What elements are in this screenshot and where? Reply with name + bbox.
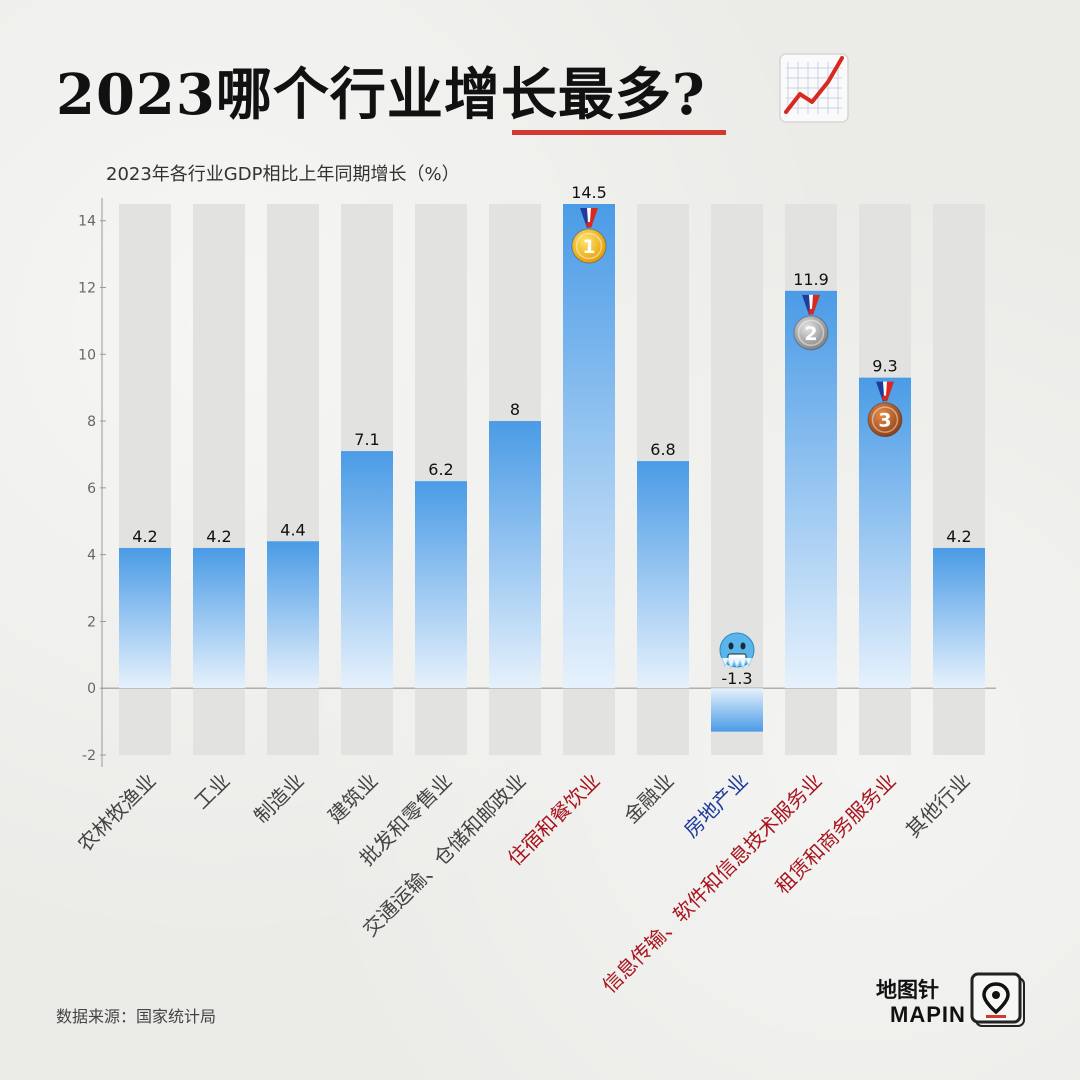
- medal-rank: 1: [582, 236, 595, 258]
- map-pin-icon: [970, 972, 1025, 1027]
- medal-ribbon: [587, 208, 591, 222]
- category-label: 房地产业: [679, 769, 753, 843]
- bars: [119, 204, 985, 732]
- bar: [933, 547, 985, 689]
- y-tick-label: 0: [87, 681, 96, 697]
- medal-disc: [571, 228, 607, 264]
- medal-ribbon: [586, 208, 598, 228]
- value-label: 14.5: [571, 183, 607, 202]
- title-underline: [512, 130, 726, 135]
- emoji-eye: [728, 642, 734, 650]
- trend-chart-icon: [779, 53, 849, 123]
- medal-silver-icon: 2: [793, 294, 829, 351]
- category-label: 工业: [189, 769, 234, 814]
- y-tick-label: -2: [82, 748, 96, 764]
- bar: [341, 451, 393, 689]
- chart-subtitle: 2023年各行业GDP相比上年同期增长（%）: [106, 164, 460, 185]
- medal-bronze-icon: 3: [867, 381, 903, 438]
- value-label: 6.8: [650, 440, 675, 459]
- brand-name-en: MAPIN: [890, 1002, 966, 1027]
- y-tick-label: 6: [87, 481, 96, 497]
- emoji-icicles: [721, 657, 753, 670]
- value-label: 8: [510, 400, 520, 419]
- medal-ring: [871, 406, 899, 433]
- y-tick-label: 14: [78, 214, 96, 230]
- value-labels: 4.2 4.2 4.4 7.1 6.2 8 14.5 6.8 -1.3 11.9 9.3 4.2: [132, 183, 971, 688]
- category-labels: 农林牧渔业 工业 制造业 建筑业批发和零售业交通运输、仓储和邮政业住宿和餐饮业 金融业房…: [73, 769, 975, 998]
- bar: [489, 421, 541, 689]
- emoji-eye: [740, 642, 746, 650]
- value-label: 4.4: [280, 520, 305, 539]
- brand-name-cn: 地图针: [876, 978, 939, 1002]
- bar: [711, 688, 763, 732]
- freezing-face-icon: [719, 632, 755, 670]
- brand-logo: 地图针 MAPIN: [876, 972, 1036, 1034]
- medals: 1 2 3: [571, 208, 903, 670]
- medal-rank: 2: [804, 323, 817, 345]
- medal-ring: [797, 319, 825, 347]
- bar: [563, 204, 615, 689]
- medal-disc: [867, 402, 903, 438]
- y-tick-label: 12: [78, 280, 96, 296]
- bar: [637, 461, 689, 689]
- medal-ribbon: [808, 294, 820, 315]
- y-tick-label: 4: [87, 548, 96, 564]
- category-label: 建筑业: [323, 769, 382, 828]
- bar: [267, 541, 319, 689]
- category-label: 其他行业: [901, 769, 975, 843]
- category-label: 农林牧渔业: [73, 769, 161, 857]
- medal-rank: 3: [878, 410, 891, 432]
- y-tick-label: 10: [78, 347, 96, 363]
- medal-gold-icon: 1: [571, 208, 607, 264]
- medal-ribbon: [809, 294, 813, 309]
- medal-disc: [793, 315, 829, 351]
- value-label: 4.2: [132, 527, 157, 546]
- column-backgrounds: [119, 204, 985, 755]
- bar: [193, 547, 245, 689]
- y-tick-label: 2: [87, 614, 96, 630]
- value-label: 6.2: [428, 460, 453, 479]
- y-tick-label: 8: [87, 414, 96, 430]
- medal-ribbon: [883, 381, 887, 396]
- value-label: 4.2: [946, 527, 971, 546]
- bar: [415, 481, 467, 689]
- medal-ring: [575, 232, 603, 260]
- data-source: 数据来源：国家统计局: [56, 1007, 217, 1026]
- category-label: 制造业: [249, 769, 308, 828]
- value-label: 7.1: [354, 430, 379, 449]
- value-label: -1.3: [721, 669, 752, 688]
- bar: [119, 547, 171, 689]
- category-label: 金融业: [619, 769, 678, 828]
- value-label: 4.2: [206, 527, 231, 546]
- bar: [785, 290, 837, 689]
- medal-ribbon: [882, 381, 894, 402]
- value-label: 11.9: [793, 270, 829, 289]
- value-label: 9.3: [872, 357, 897, 376]
- page-title: 2023哪个行业增长最多?: [56, 62, 706, 128]
